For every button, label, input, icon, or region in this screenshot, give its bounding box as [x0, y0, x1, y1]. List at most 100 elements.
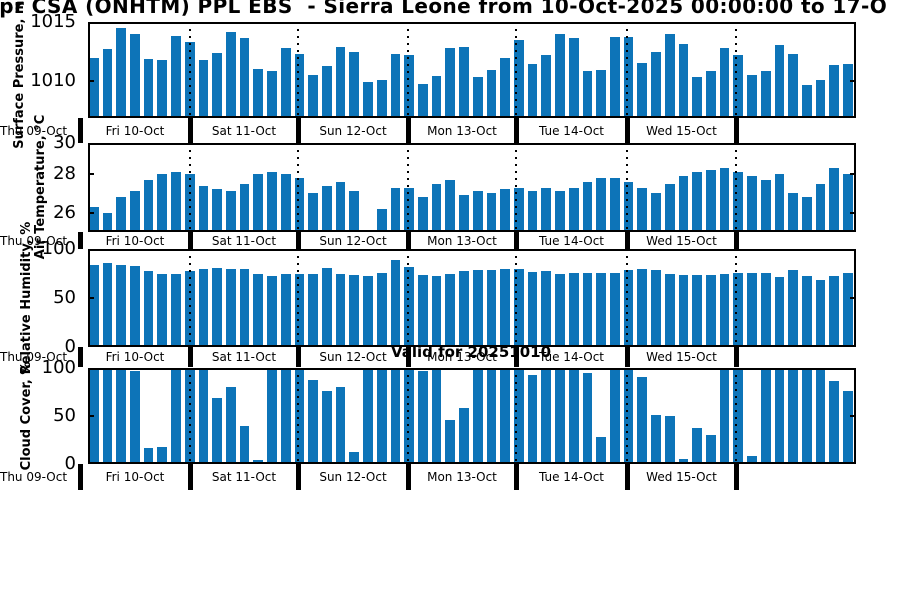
bar [596, 70, 606, 118]
bar [802, 368, 812, 464]
bar [116, 368, 126, 464]
bar [239, 183, 250, 232]
date-strip: Thu 09-Oct Fri 10-Oct Sat 11-Oct Sun 12-Oct… [0, 464, 900, 490]
bar [623, 181, 634, 232]
bar [390, 259, 401, 347]
bar [280, 47, 291, 118]
bar [212, 52, 222, 118]
day-boundary-marker [187, 347, 193, 367]
bar [623, 368, 634, 464]
day-boundary-marker [187, 118, 193, 143]
ytick-label: 0 [64, 453, 76, 474]
bar [760, 71, 771, 118]
day-boundary-marker [513, 464, 519, 490]
day-boundary-marker [295, 347, 301, 367]
ytick-mark [88, 211, 94, 214]
bar [226, 268, 236, 347]
bar [651, 415, 661, 464]
bar [555, 273, 565, 347]
bar [363, 276, 373, 347]
day-label: Sat 11-Oct [211, 233, 277, 248]
bar [527, 271, 538, 347]
bar [555, 368, 565, 464]
day-boundary-gridline [189, 368, 191, 464]
bar [363, 82, 373, 118]
day-boundary-gridline [735, 143, 737, 232]
bar [610, 272, 620, 347]
bar [459, 408, 469, 464]
bar [774, 277, 785, 347]
day-boundary-marker [733, 232, 739, 249]
bar [500, 57, 510, 118]
bar [445, 419, 456, 464]
bar [664, 273, 675, 347]
bar [376, 272, 387, 347]
bar [527, 374, 538, 464]
bar [349, 275, 360, 347]
bar [815, 280, 826, 347]
bar [116, 197, 126, 232]
bar [514, 268, 524, 347]
bar [418, 370, 428, 464]
bar [596, 272, 606, 347]
ytick-label: 50 [53, 287, 76, 308]
bar [445, 179, 456, 232]
bar [692, 275, 702, 347]
bar [747, 456, 757, 464]
bar [472, 269, 483, 347]
bar [418, 197, 428, 232]
bar [541, 55, 552, 118]
day-boundary-marker [405, 347, 411, 367]
bar [760, 272, 771, 347]
bar [623, 269, 634, 347]
bar [130, 34, 140, 118]
bar [143, 58, 154, 118]
bar [212, 267, 222, 347]
day-boundary-marker [77, 347, 83, 367]
bar [239, 268, 250, 347]
bar [308, 380, 318, 464]
bar [664, 34, 675, 118]
bar [692, 172, 702, 232]
day-boundary-marker [733, 118, 739, 143]
bar [390, 187, 401, 232]
bar [733, 55, 744, 118]
bar [486, 368, 497, 464]
bar [239, 425, 250, 464]
bar [568, 187, 579, 232]
day-boundary-gridline [297, 22, 299, 118]
bar [472, 191, 483, 232]
bar [788, 54, 798, 118]
bar [623, 36, 634, 118]
bar [226, 191, 236, 232]
day-label: Mon 13-Oct [427, 470, 497, 484]
bar [610, 36, 620, 118]
bar [719, 368, 730, 464]
ytick-label: 1010 [30, 70, 76, 92]
bar [733, 368, 744, 464]
bar [322, 185, 332, 232]
day-boundary-gridline [626, 143, 628, 232]
day-boundary-marker [77, 232, 83, 249]
bar [486, 193, 497, 232]
day-label: Fri 10-Oct [105, 350, 165, 364]
day-boundary-gridline [515, 368, 517, 464]
day-boundary-gridline [735, 22, 737, 118]
day-boundary-marker [405, 118, 411, 143]
bar [239, 38, 250, 118]
plot-area-temperature [88, 143, 856, 232]
bar [788, 368, 798, 464]
bar [253, 68, 264, 118]
bar [637, 187, 648, 232]
day-boundary-gridline [407, 143, 409, 232]
bar [88, 206, 99, 232]
bar [253, 173, 264, 232]
bar [568, 272, 579, 347]
bar [308, 274, 318, 347]
day-boundary-marker [733, 464, 739, 490]
bar [130, 265, 140, 347]
bar [815, 79, 826, 118]
bar [610, 368, 620, 464]
day-boundary-marker [295, 118, 301, 143]
